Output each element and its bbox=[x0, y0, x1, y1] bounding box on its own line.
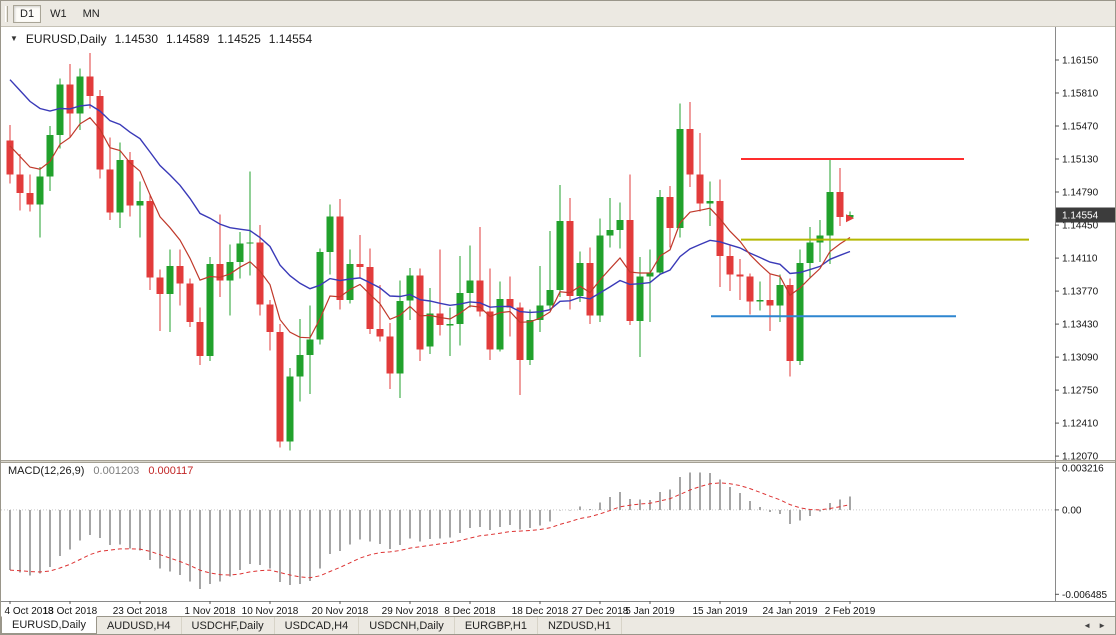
svg-text:1.14554: 1.14554 bbox=[1062, 211, 1099, 222]
svg-text:0.00: 0.00 bbox=[1062, 505, 1082, 516]
price-axis[interactable]: 1.16150 1.15810 1.15470 1.15130 1.14790 1.144… bbox=[1055, 56, 1099, 463]
svg-text:1.15810: 1.15810 bbox=[1062, 89, 1099, 100]
svg-text:1.15470: 1.15470 bbox=[1062, 122, 1099, 133]
svg-text:1 Nov 2018: 1 Nov 2018 bbox=[184, 606, 236, 617]
macd-signal-line bbox=[9, 482, 851, 579]
svg-text:1.13430: 1.13430 bbox=[1062, 320, 1099, 331]
svg-text:1.13770: 1.13770 bbox=[1062, 287, 1099, 298]
svg-text:5 Jan 2019: 5 Jan 2019 bbox=[625, 606, 675, 617]
svg-text:1.14450: 1.14450 bbox=[1062, 221, 1099, 232]
macd-main-value: 0.001203 bbox=[93, 465, 140, 477]
svg-text:27 Dec 2018: 27 Dec 2018 bbox=[572, 606, 629, 617]
tab-nzdusd-h1[interactable]: NZDUSD,H1 bbox=[538, 617, 622, 634]
svg-text:23 Oct 2018: 23 Oct 2018 bbox=[113, 606, 168, 617]
chart-collapse-icon[interactable]: ▼ bbox=[10, 34, 18, 43]
low-value: 1.14525 bbox=[217, 32, 261, 46]
svg-text:15 Jan 2019: 15 Jan 2019 bbox=[692, 606, 747, 617]
svg-text:29 Nov 2018: 29 Nov 2018 bbox=[382, 606, 439, 617]
timeframe-mn-button[interactable]: MN bbox=[76, 5, 107, 23]
candles-layer bbox=[6, 53, 854, 451]
svg-text:13 Oct 2018: 13 Oct 2018 bbox=[43, 606, 98, 617]
svg-text:10 Nov 2018: 10 Nov 2018 bbox=[242, 606, 299, 617]
chart-background bbox=[1, 27, 1115, 618]
svg-text:0.003216: 0.003216 bbox=[1062, 464, 1104, 475]
timeframe-d1-button[interactable]: D1 bbox=[13, 4, 42, 23]
svg-text:1.12410: 1.12410 bbox=[1062, 419, 1099, 430]
toolbar-grip-handle[interactable] bbox=[5, 5, 8, 22]
symbol-period-label: EURUSD,Daily bbox=[25, 32, 107, 46]
price-arrow-icon bbox=[846, 214, 854, 223]
svg-text:1.12070: 1.12070 bbox=[1062, 452, 1099, 463]
macd-axis[interactable]: 0.003216 0.00 -0.006485 bbox=[1055, 464, 1107, 601]
tab-usdcad-h4[interactable]: USDCAD,H4 bbox=[275, 617, 360, 634]
svg-text:24 Jan 2019: 24 Jan 2019 bbox=[762, 606, 817, 617]
tab-scroll-controls: ◄ ► bbox=[1074, 617, 1115, 634]
macd-signal-value: 0.000117 bbox=[148, 465, 194, 477]
chart-canvas[interactable]: 1.16150 1.15810 1.15470 1.15130 1.14790 1.144… bbox=[1, 27, 1116, 618]
timeframe-w1-button[interactable]: W1 bbox=[43, 5, 74, 23]
tab-audusd-h4[interactable]: AUDUSD,H4 bbox=[97, 617, 182, 634]
tab-usdchf-daily[interactable]: USDCHF,Daily bbox=[182, 617, 275, 634]
tab-scroll-right-icon[interactable]: ► bbox=[1098, 621, 1106, 630]
timeframe-toolbar: D1 W1 MN bbox=[1, 1, 1115, 27]
svg-text:8 Dec 2018: 8 Dec 2018 bbox=[444, 606, 496, 617]
tab-eurusd-daily[interactable]: EURUSD,Daily bbox=[1, 616, 97, 634]
tab-scroll-left-icon[interactable]: ◄ bbox=[1083, 621, 1092, 630]
close-value: 1.14554 bbox=[268, 32, 313, 46]
open-value: 1.14530 bbox=[114, 32, 158, 46]
svg-text:4 Oct 2018: 4 Oct 2018 bbox=[5, 606, 54, 617]
svg-text:1.14110: 1.14110 bbox=[1062, 254, 1098, 265]
svg-text:1.14790: 1.14790 bbox=[1062, 188, 1099, 199]
macd-name: MACD(12,26,9) bbox=[8, 465, 85, 477]
svg-text:20 Nov 2018: 20 Nov 2018 bbox=[312, 606, 369, 617]
svg-text:2 Feb 2019: 2 Feb 2019 bbox=[825, 606, 876, 617]
current-price-tag: 1.14554 bbox=[1056, 207, 1115, 223]
ma-fast-line bbox=[9, 116, 851, 339]
svg-text:-0.006485: -0.006485 bbox=[1062, 590, 1107, 601]
svg-text:1.12750: 1.12750 bbox=[1062, 386, 1099, 397]
svg-text:1.16150: 1.16150 bbox=[1062, 56, 1099, 67]
svg-text:18 Dec 2018: 18 Dec 2018 bbox=[512, 606, 569, 617]
svg-text:1.15130: 1.15130 bbox=[1062, 155, 1099, 166]
svg-text:1.13090: 1.13090 bbox=[1062, 353, 1099, 364]
high-value: 1.14589 bbox=[166, 32, 210, 46]
chart-tabbar: EURUSD,Daily AUDUSD,H4 USDCHF,Daily USDC… bbox=[1, 616, 1115, 634]
tab-usdcnh-daily[interactable]: USDCNH,Daily bbox=[359, 617, 455, 634]
macd-histogram bbox=[9, 472, 851, 589]
tab-eurgbp-h1[interactable]: EURGBP,H1 bbox=[455, 617, 538, 634]
chart-title: ▼ EURUSD,Daily 1.14530 1.14589 1.14525 1… bbox=[10, 32, 312, 46]
macd-indicator-label: MACD(12,26,9) 0.001203 0.000117 bbox=[8, 465, 193, 477]
panel-divider[interactable] bbox=[1, 460, 1116, 463]
ma-slow-line bbox=[9, 79, 851, 314]
